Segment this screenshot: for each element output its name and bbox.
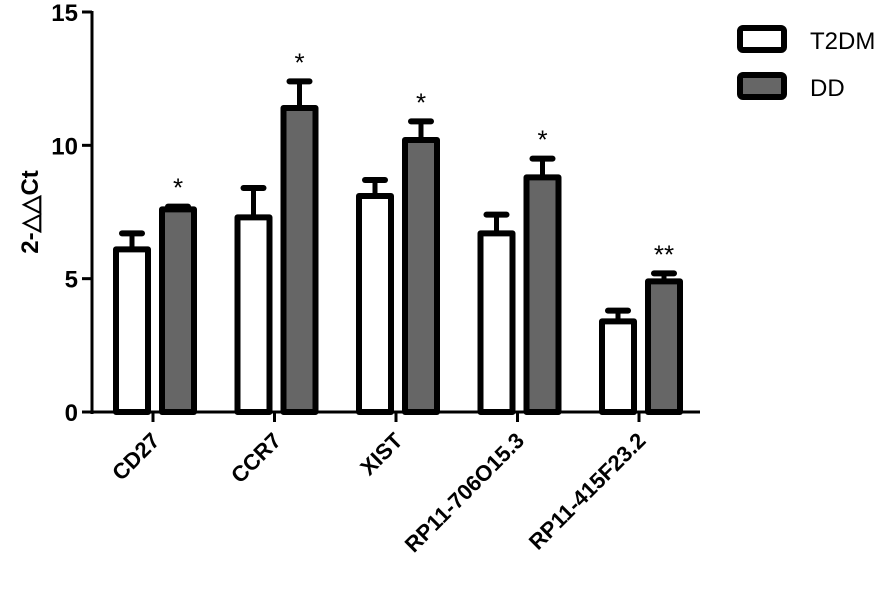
legend-label-dd: DD — [810, 75, 845, 102]
bar-t2dm — [234, 214, 273, 415]
significance-marker: * — [416, 87, 426, 117]
legend-swatch-t2dm — [737, 25, 787, 53]
y-tick-label: 5 — [65, 267, 78, 294]
significance-marker: * — [294, 47, 304, 77]
x-tick-label: CD27 — [107, 428, 164, 485]
bar-group: ** — [599, 239, 683, 416]
legend-swatch-dd — [737, 72, 787, 100]
bar-dd — [523, 174, 562, 415]
y-axis-label: 2-△△Ct — [17, 170, 44, 254]
bar-t2dm — [599, 318, 637, 416]
bar-group: * — [234, 47, 319, 415]
significance-marker: ** — [654, 239, 674, 269]
bar-group: * — [356, 87, 440, 415]
bar-group: * — [477, 125, 562, 415]
bar-dd — [402, 137, 440, 415]
y-tick-label: 0 — [65, 400, 78, 427]
legend-label-t2dm: T2DM — [810, 28, 875, 55]
bar-dd — [280, 105, 319, 415]
bar-dd — [159, 206, 197, 415]
bars: ****** — [113, 47, 683, 416]
bar-t2dm — [113, 246, 151, 415]
bar-t2dm — [356, 193, 394, 415]
y-tick-label: 15 — [51, 0, 78, 27]
legend-item-t2dm: T2DM — [737, 25, 875, 55]
x-tick-label: XIST — [355, 427, 408, 480]
bar-group: * — [113, 173, 197, 415]
legend-item-dd: DD — [737, 72, 845, 102]
y-tick-label: 10 — [51, 133, 78, 160]
significance-marker: * — [173, 173, 183, 203]
bar-dd — [645, 278, 683, 416]
x-tick-label: RP11-706O15.3 — [400, 428, 529, 557]
bar-t2dm — [477, 230, 516, 415]
x-tick-label: RP11-415F23.2 — [524, 428, 651, 555]
significance-marker: * — [537, 125, 547, 155]
y-axis: 0 5 10 15 — [51, 0, 94, 427]
legend: T2DM DD — [737, 25, 875, 102]
x-tick-label: CCR7 — [226, 428, 286, 488]
